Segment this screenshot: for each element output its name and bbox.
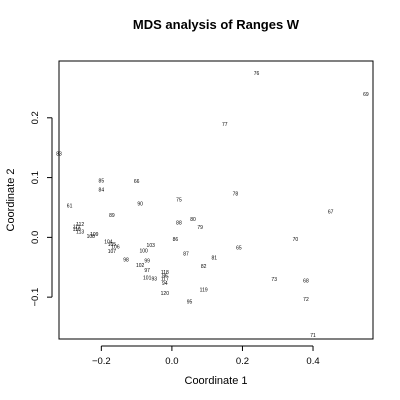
point-label: 86 <box>173 237 179 243</box>
point-label: 103 <box>147 243 156 249</box>
point-label: 67 <box>328 210 334 216</box>
point-label: 75 <box>176 198 182 204</box>
point-label: 117 <box>161 277 169 283</box>
point-label: 65 <box>236 246 242 252</box>
y-tick-label: 0.0 <box>30 231 41 244</box>
x-tick-label: 0.0 <box>165 356 178 367</box>
x-axis: −0.2 0.0 0.2 0.4 <box>92 345 320 367</box>
point-label: 102 <box>136 263 145 269</box>
point-label: 100 <box>140 249 149 255</box>
point-label: 71 <box>310 333 316 339</box>
x-tick-label: 0.4 <box>306 356 319 367</box>
point-label: 89 <box>109 213 115 219</box>
point-label: 99 <box>144 259 150 265</box>
point-label: 120 <box>161 291 170 297</box>
point-label: 72 <box>303 297 309 303</box>
point-label: 98 <box>123 257 129 263</box>
y-axis-label: Coordinate 2 <box>5 169 17 232</box>
x-tick-label: 0.2 <box>236 356 249 367</box>
y-axis: −0.1 0.0 0.1 0.2 <box>30 111 53 307</box>
point-label: 68 <box>303 278 309 284</box>
point-label: 76 <box>254 71 260 77</box>
point-label: 83 <box>56 152 62 158</box>
point-label: 69 <box>363 92 369 98</box>
point-label: 81 <box>211 256 217 262</box>
point-label: 104 <box>104 240 113 246</box>
y-tick-label: 0.2 <box>30 111 41 124</box>
point-label: 61 <box>67 204 73 210</box>
point-label: 105 <box>108 242 117 248</box>
plot-frame <box>58 60 374 340</box>
point-label: 96 <box>162 274 168 280</box>
point-label: 113 <box>76 229 84 235</box>
point-label: 85 <box>99 179 105 185</box>
x-tick-label: −0.2 <box>92 356 111 367</box>
point-label: 101 <box>143 275 152 281</box>
point-label: 110 <box>73 227 81 233</box>
point-label: 109 <box>90 232 99 238</box>
point-label: 108 <box>87 234 96 240</box>
point-label: 95 <box>187 299 193 305</box>
chart-title: MDS analysis of Ranges W <box>133 17 300 32</box>
point-label: 112 <box>76 222 84 228</box>
point-label: 82 <box>201 264 207 270</box>
point-label: 77 <box>222 122 228 128</box>
point-label: 119 <box>200 287 208 293</box>
point-label: 94 <box>162 281 168 287</box>
point-label: 79 <box>197 225 203 231</box>
point-label: 93 <box>151 277 157 283</box>
point-label: 88 <box>176 220 182 226</box>
y-tick-label: 0.1 <box>30 171 41 184</box>
point-label: 111 <box>73 225 81 231</box>
point-label: 118 <box>161 270 169 276</box>
point-label: 80 <box>190 217 196 223</box>
point-label: 70 <box>293 237 299 243</box>
x-axis-label: Coordinate 1 <box>185 375 248 387</box>
point-label: 97 <box>144 268 150 274</box>
point-label: 106 <box>111 244 120 250</box>
y-tick-label: −0.1 <box>30 288 41 307</box>
point-label: 107 <box>108 249 117 255</box>
point-label: 78 <box>233 192 239 198</box>
point-label: 90 <box>137 201 143 207</box>
point-label: 84 <box>99 188 105 194</box>
point-label: 87 <box>183 252 189 258</box>
point-label: 73 <box>271 277 277 283</box>
point-label: 66 <box>134 179 140 185</box>
